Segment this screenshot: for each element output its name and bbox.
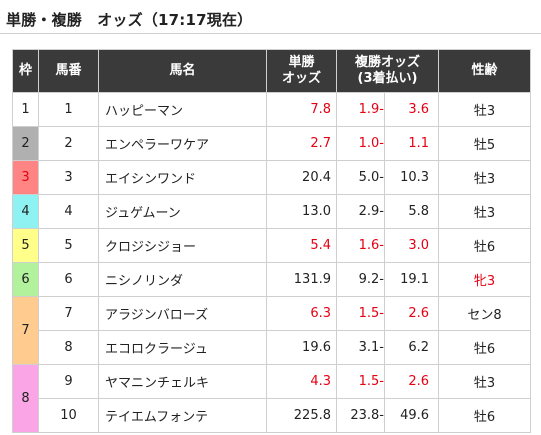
header-place-odds: 複勝オッズ (3着払い) — [335, 49, 440, 93]
horse-name-cell: ヤマニンチェルキ — [98, 364, 267, 399]
horse-number-cell: 5 — [38, 228, 99, 263]
title-divider — [0, 33, 541, 34]
frame-number-cell: 6 — [12, 262, 39, 297]
sex-age-cell: 牝3 — [438, 262, 532, 297]
horse-number-cell: 10 — [38, 398, 99, 433]
place-odds-high-cell: 1.1 — [383, 126, 440, 161]
horse-name-cell: アラジンバローズ — [98, 296, 267, 331]
place-odds-low-cell: 1.9- — [336, 92, 385, 127]
table-row: 3 3 エイシンワンド 20.4 5.0- 10.3 牡3 — [12, 160, 532, 195]
place-odds-low-cell: 3.1- — [336, 330, 385, 365]
horse-number-cell: 1 — [38, 92, 99, 127]
horse-name-cell: テイエムフォンテ — [98, 398, 267, 433]
win-odds-cell: 131.9 — [266, 262, 337, 297]
table-header-row: 枠 馬番 馬名 単勝 オッズ 複勝オッズ (3着払い) 性齢 — [12, 49, 532, 93]
sex-age-cell: セン8 — [438, 296, 532, 331]
frame-number-cell: 7 — [12, 296, 39, 365]
place-odds-low-cell: 1.6- — [336, 228, 385, 263]
table-row: 6 6 ニシノリンダ 131.9 9.2- 19.1 牝3 — [12, 262, 532, 297]
frame-number-cell: 4 — [12, 194, 39, 229]
horse-number-cell: 3 — [38, 160, 99, 195]
horse-number-cell: 7 — [38, 296, 99, 331]
horse-name-cell: エイシンワンド — [98, 160, 267, 195]
win-odds-cell: 13.0 — [266, 194, 337, 229]
header-win-odds: 単勝 オッズ — [266, 49, 337, 93]
odds-table-body: 1 1 ハッピーマン 7.8 1.9- 3.6 牡3 2 2 エンペラーワケア 2.7 1.0- 1.1… — [12, 92, 532, 433]
table-row: 8 エコロクラージュ 19.6 3.1- 6.2 牡6 — [13, 330, 532, 365]
table-row: 8 9 ヤマニンチェルキ 4.3 1.5- 2.6 牡3 — [12, 364, 532, 433]
header-place-odds-line1: 複勝オッズ — [355, 55, 421, 70]
win-odds-cell: 6.3 — [266, 296, 337, 331]
odds-table: 枠 馬番 馬名 単勝 オッズ 複勝オッズ (3着払い) 性齢 1 1 ハッピーマン 7… — [12, 49, 532, 433]
header-sex-age: 性齢 — [438, 49, 532, 93]
place-odds-low-cell: 1.0- — [336, 126, 385, 161]
frame-number-cell: 3 — [12, 160, 39, 195]
place-odds-high-cell: 3.6 — [383, 92, 440, 127]
place-odds-high-cell: 49.6 — [383, 398, 440, 433]
sex-age-cell: 牡3 — [438, 160, 532, 195]
header-place-odds-line2: (3着払い) — [357, 71, 418, 86]
horse-name-cell: エンペラーワケア — [98, 126, 267, 161]
win-odds-cell: 19.6 — [266, 330, 337, 365]
sex-age-cell: 牡5 — [438, 126, 532, 161]
header-waku: 枠 — [12, 49, 39, 93]
win-odds-cell: 225.8 — [266, 398, 337, 433]
table-row: 5 5 クロジシジョー 5.4 1.6- 3.0 牡6 — [12, 228, 532, 263]
horse-number-cell: 4 — [38, 194, 99, 229]
horse-name-cell: ニシノリンダ — [98, 262, 267, 297]
sex-age-cell: 牡6 — [438, 228, 532, 263]
horse-name-cell: ジュゲムーン — [98, 194, 267, 229]
place-odds-high-cell: 2.6 — [383, 364, 440, 399]
horse-number-cell: 6 — [38, 262, 99, 297]
win-odds-cell: 4.3 — [266, 364, 337, 399]
place-odds-high-cell: 19.1 — [383, 262, 440, 297]
win-odds-cell: 20.4 — [266, 160, 337, 195]
horse-name-cell: ハッピーマン — [98, 92, 267, 127]
header-win-odds-line1: 単勝 — [288, 55, 315, 70]
place-odds-high-cell: 2.6 — [383, 296, 440, 331]
table-row: 2 2 エンペラーワケア 2.7 1.0- 1.1 牡5 — [12, 126, 532, 161]
header-umaban: 馬番 — [38, 49, 99, 93]
place-odds-high-cell: 10.3 — [383, 160, 440, 195]
frame-number-cell: 5 — [12, 228, 39, 263]
frame-number-cell: 8 — [12, 364, 39, 433]
page-header: 単勝・複勝 オッズ（17:17現在） — [0, 0, 541, 34]
place-odds-high-cell: 5.8 — [383, 194, 440, 229]
sex-age-cell: 牡3 — [438, 194, 532, 229]
page-title: 単勝・複勝 オッズ（17:17現在） — [6, 11, 253, 29]
sex-age-cell: 牡3 — [438, 364, 532, 399]
table-row: 7 7 アラジンバローズ 6.3 1.5- 2.6 セン8 — [12, 296, 532, 365]
horse-number-cell: 2 — [38, 126, 99, 161]
place-odds-low-cell: 1.5- — [336, 296, 385, 331]
horse-number-cell: 9 — [38, 364, 99, 399]
win-odds-cell: 5.4 — [266, 228, 337, 263]
place-odds-low-cell: 5.0- — [336, 160, 385, 195]
sex-age-cell: 牡3 — [438, 92, 532, 127]
place-odds-low-cell: 9.2- — [336, 262, 385, 297]
place-odds-low-cell: 23.8- — [336, 398, 385, 433]
sex-age-cell: 牡6 — [438, 330, 532, 365]
place-odds-high-cell: 6.2 — [383, 330, 440, 365]
header-horse-name: 馬名 — [98, 49, 267, 93]
horse-name-cell: クロジシジョー — [98, 228, 267, 263]
place-odds-low-cell: 1.5- — [336, 364, 385, 399]
horse-name-cell: エコロクラージュ — [98, 330, 267, 365]
table-row: 4 4 ジュゲムーン 13.0 2.9- 5.8 牡3 — [12, 194, 532, 229]
place-odds-low-cell: 2.9- — [336, 194, 385, 229]
win-odds-cell: 7.8 — [266, 92, 337, 127]
table-row: 1 1 ハッピーマン 7.8 1.9- 3.6 牡3 — [12, 92, 532, 127]
win-odds-cell: 2.7 — [266, 126, 337, 161]
table-row: 10 テイエムフォンテ 225.8 23.8- 49.6 牡6 — [13, 398, 532, 433]
frame-number-cell: 1 — [12, 92, 39, 127]
place-odds-high-cell: 3.0 — [383, 228, 440, 263]
frame-number-cell: 2 — [12, 126, 39, 161]
sex-age-cell: 牡6 — [438, 398, 532, 433]
horse-number-cell: 8 — [38, 330, 99, 365]
header-win-odds-line2: オッズ — [281, 71, 321, 86]
